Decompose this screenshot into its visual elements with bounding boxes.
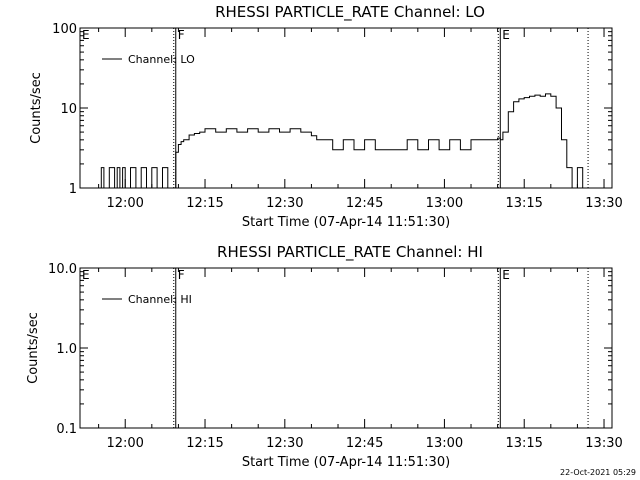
hi-ticks: 0.1 1.0 10.0 12:00 12:15 12:30 12:45 13:00 13:15…	[48, 262, 623, 451]
hi-chart-title: RHESSI PARTICLE_RATE Channel: HI	[217, 243, 483, 262]
lo-x-tick-label: 12:15	[186, 196, 223, 211]
hi-x-tick-label: 12:15	[186, 436, 223, 451]
hi-y-tick-label: 1.0	[56, 342, 77, 357]
lo-marker-label: E	[502, 28, 510, 42]
lo-y-axis-label: Counts/sec	[29, 72, 44, 144]
lo-x-tick-label: 13:30	[585, 196, 622, 211]
lo-y-tick-label: 10	[60, 102, 77, 117]
lo-x-tick-label: 13:00	[426, 196, 463, 211]
lo-marker-label: E	[82, 28, 90, 42]
hi-marker-label: F	[178, 268, 185, 282]
footer-timestamp: 22-Oct-2021 05:29	[560, 468, 636, 477]
hi-marker-label: E	[82, 268, 90, 282]
lo-y-tick-label: 1	[69, 182, 77, 197]
hi-y-axis-label: Counts/sec	[26, 312, 41, 384]
hi-x-tick-label: 12:30	[266, 436, 303, 451]
hi-x-tick-label: 12:45	[346, 436, 383, 451]
lo-x-tick-label: 12:30	[266, 196, 303, 211]
lo-x-tick-label: 13:15	[505, 196, 542, 211]
lo-series-line	[98, 93, 584, 189]
hi-x-tick-label: 13:15	[505, 436, 542, 451]
hi-x-tick-label: 12:00	[106, 436, 143, 451]
lo-marker-label: F	[178, 28, 185, 42]
hi-y-tick-label: 10.0	[48, 262, 77, 277]
hi-panel: RHESSI PARTICLE_RATE Channel: HI Counts/…	[26, 243, 623, 470]
lo-x-tick-label: 12:00	[106, 196, 143, 211]
hi-y-tick-label: 0.1	[56, 422, 77, 437]
lo-y-tick-label: 100	[52, 22, 77, 37]
lo-ticks: 1 10 100 12:00 12:15 12:30 12:45 13:00 13:15 13:3…	[52, 22, 623, 211]
lo-plot-frame	[79, 27, 613, 189]
lo-series	[98, 93, 584, 189]
hi-legend: Channel: HI	[102, 293, 192, 306]
lo-x-axis-label: Start Time (07-Apr-14 11:51:30)	[242, 215, 450, 230]
lo-legend-label: Channel: LO	[128, 53, 195, 66]
hi-x-axis-label: Start Time (07-Apr-14 11:51:30)	[242, 455, 450, 470]
lo-chart-title: RHESSI PARTICLE_RATE Channel: LO	[215, 3, 485, 22]
lo-panel: RHESSI PARTICLE_RATE Channel: LO Counts/…	[29, 3, 623, 230]
hi-legend-label: Channel: HI	[128, 293, 192, 306]
hi-x-tick-label: 13:00	[426, 436, 463, 451]
hi-x-tick-label: 13:30	[585, 436, 622, 451]
hi-plot-frame	[79, 267, 613, 429]
lo-x-tick-label: 12:45	[346, 196, 383, 211]
hi-marker-label: E	[502, 268, 510, 282]
lo-legend: Channel: LO	[102, 53, 195, 66]
